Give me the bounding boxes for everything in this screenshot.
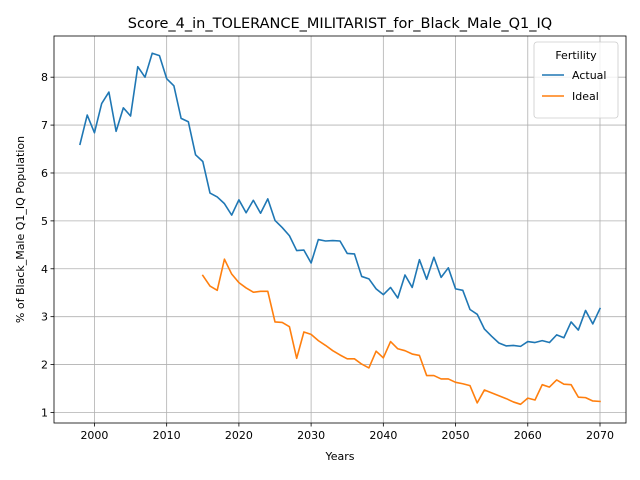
- series-line-ideal: [201, 258, 601, 406]
- y-tick-label: 2: [41, 359, 48, 372]
- y-tick-label: 3: [41, 311, 48, 324]
- y-tick-label: 6: [41, 167, 48, 180]
- x-tick-label: 2000: [80, 429, 108, 442]
- x-tick-label: 2020: [225, 429, 253, 442]
- x-tick-label: 2050: [442, 429, 470, 442]
- x-tick-label: 2030: [297, 429, 325, 442]
- legend-box: [533, 41, 619, 119]
- series-line-actual: [79, 52, 602, 348]
- axis-ticks: 2000 2010 2020 2030 2040 2050 2060 2070 1 2 3 4 5 6 7 8: [41, 71, 614, 442]
- legend-label-actual: Actual: [572, 69, 606, 82]
- x-tick-label: 2060: [514, 429, 542, 442]
- y-tick-label: 8: [41, 71, 48, 84]
- y-tick-label: 1: [41, 406, 48, 419]
- y-tick-label: 5: [41, 215, 48, 228]
- y-tick-label: 4: [41, 263, 48, 276]
- grid: [54, 36, 626, 423]
- x-tick-label: 2070: [586, 429, 614, 442]
- legend-label-ideal: Ideal: [572, 90, 599, 103]
- x-tick-label: 2010: [153, 429, 181, 442]
- legend-title: Fertility: [555, 49, 597, 62]
- y-axis-label: % of Black_Male Q1_IQ Population: [14, 136, 27, 323]
- plot-frame: [53, 35, 627, 424]
- chart-title: Score_4_in_TOLERANCE_MILITARIST_for_Blac…: [128, 16, 552, 32]
- x-axis-label: Years: [324, 450, 354, 463]
- y-tick-label: 7: [41, 119, 48, 132]
- x-tick-label: 2040: [369, 429, 397, 442]
- legend: Fertility Actual Ideal: [533, 41, 619, 119]
- series-lines: [79, 52, 602, 406]
